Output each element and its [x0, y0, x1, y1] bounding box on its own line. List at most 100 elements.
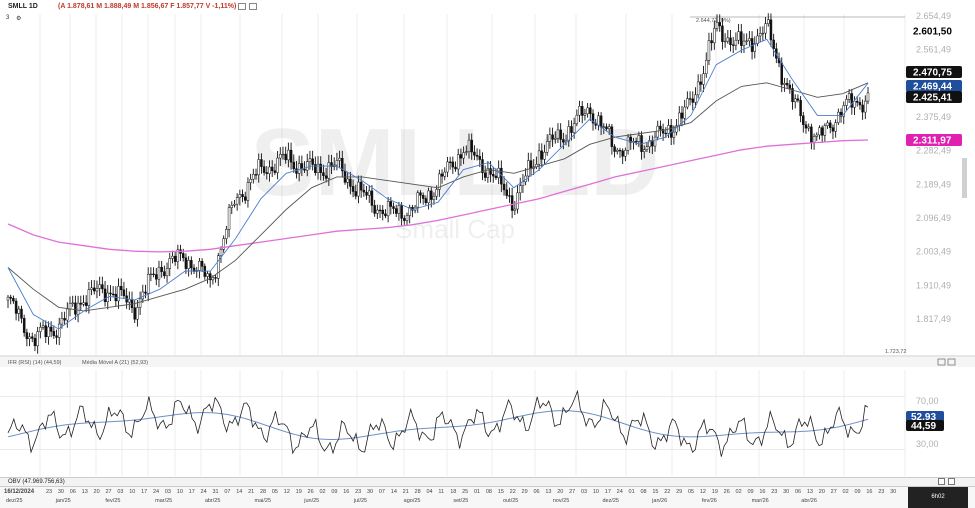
day-tick: 05 — [271, 489, 278, 495]
settings-icon[interactable]: ⚙ — [16, 16, 22, 22]
candle-body — [117, 286, 120, 302]
day-tick: 24 — [616, 489, 623, 495]
candle-body — [49, 326, 53, 332]
candle-body — [416, 192, 420, 208]
candle-body — [419, 192, 422, 196]
rsi-tag-bg — [906, 411, 944, 422]
candle-body — [691, 98, 695, 103]
candle-body — [365, 191, 368, 196]
candle-body — [815, 134, 819, 137]
candle-body — [572, 123, 576, 133]
price-tag: 2.601,50 — [913, 27, 952, 38]
rsi-title: IFR (RSI) (14) (44,59) — [8, 360, 62, 366]
candle-body — [311, 158, 314, 165]
day-tick: 19 — [295, 489, 302, 495]
candle-body — [597, 115, 600, 126]
obv-window-icon[interactable] — [938, 478, 945, 485]
candle-body — [634, 141, 638, 143]
candle-body — [357, 181, 360, 197]
day-tick: 02 — [735, 489, 742, 495]
candle-body — [829, 122, 832, 128]
month-tick: mai/25 — [254, 498, 272, 504]
candle-body — [39, 327, 42, 332]
day-tick: 10 — [129, 489, 136, 495]
candle-body — [793, 98, 797, 103]
candle-body — [715, 22, 719, 29]
month-tick: jan/25 — [55, 498, 71, 504]
rsi-close-icon[interactable] — [947, 358, 956, 366]
candle-body — [853, 100, 856, 108]
candle-body — [122, 289, 126, 297]
rsi-line — [7, 389, 869, 457]
candle-body — [513, 208, 517, 211]
candle-body — [160, 266, 163, 272]
candle-body — [217, 255, 220, 279]
scroll-handle[interactable] — [962, 158, 967, 198]
day-tick: 04 — [426, 489, 433, 495]
candle-body — [44, 325, 47, 338]
symbol-label[interactable]: SMLL 1D — [8, 3, 38, 10]
candle-body — [804, 124, 808, 129]
candle-body — [63, 318, 66, 321]
month-tick: jun/25 — [304, 498, 320, 504]
candle-body — [403, 218, 406, 221]
candle-body — [149, 273, 153, 276]
candle-body — [68, 303, 72, 310]
candle-body — [408, 207, 411, 216]
day-tick: 27 — [105, 489, 112, 495]
candle-body — [826, 122, 829, 126]
month-tick: abr/25 — [204, 498, 221, 504]
candle-body — [785, 82, 789, 86]
time-axis[interactable]: 16/12/2024 23 30 06 13 20 27 03 10 17 24 03 10 17 24 3… — [0, 486, 975, 508]
candle-body — [370, 190, 374, 206]
candle-body — [456, 154, 460, 170]
candle-body — [567, 126, 571, 142]
candle-body — [57, 323, 61, 338]
candle-body — [554, 137, 557, 140]
day-tick: 28 — [260, 489, 267, 495]
price-axis-label: 2.654,49 — [916, 11, 951, 21]
candle-body — [607, 126, 611, 130]
candle-body — [262, 166, 266, 173]
candle-body — [502, 183, 506, 191]
price-axis-label: 1.817,49 — [916, 314, 951, 324]
candle-body — [621, 150, 624, 157]
candle-body — [702, 73, 705, 85]
candle-body — [265, 172, 269, 174]
candle-body — [610, 126, 614, 147]
candle-body — [842, 105, 845, 117]
candle-body — [656, 125, 659, 138]
price-tag-bg — [906, 134, 962, 146]
candle-body — [346, 178, 349, 183]
candle-body — [769, 19, 773, 41]
candle-body — [211, 277, 215, 281]
candle-body — [742, 40, 746, 46]
candle-body — [176, 249, 180, 262]
rsi-window-icon[interactable] — [937, 358, 946, 366]
candle-body — [9, 296, 12, 299]
candle-body — [373, 205, 376, 214]
candle-body — [60, 318, 64, 325]
candle-body — [508, 195, 511, 197]
candle-body — [287, 149, 290, 161]
window-icon[interactable] — [238, 3, 246, 10]
month-tick: mar/26 — [751, 498, 769, 504]
candle-body — [289, 149, 293, 163]
day-tick: 02 — [319, 489, 326, 495]
obv-close-icon[interactable] — [948, 478, 955, 485]
candle-body — [443, 171, 446, 177]
close-icon[interactable] — [249, 3, 257, 10]
candle-body — [680, 112, 684, 119]
candle-body — [570, 126, 573, 133]
price-tag: 2.470,75 — [913, 68, 952, 79]
day-tick: 23 — [355, 489, 362, 495]
candle-body — [198, 261, 201, 271]
candle-body — [545, 141, 549, 153]
candle-body — [130, 298, 134, 308]
candle-body — [235, 197, 239, 205]
candle-body — [562, 139, 565, 143]
day-tick: 08 — [640, 489, 647, 495]
price-axis-label: 2.096,49 — [916, 213, 951, 223]
day-tick: 20 — [93, 489, 100, 495]
